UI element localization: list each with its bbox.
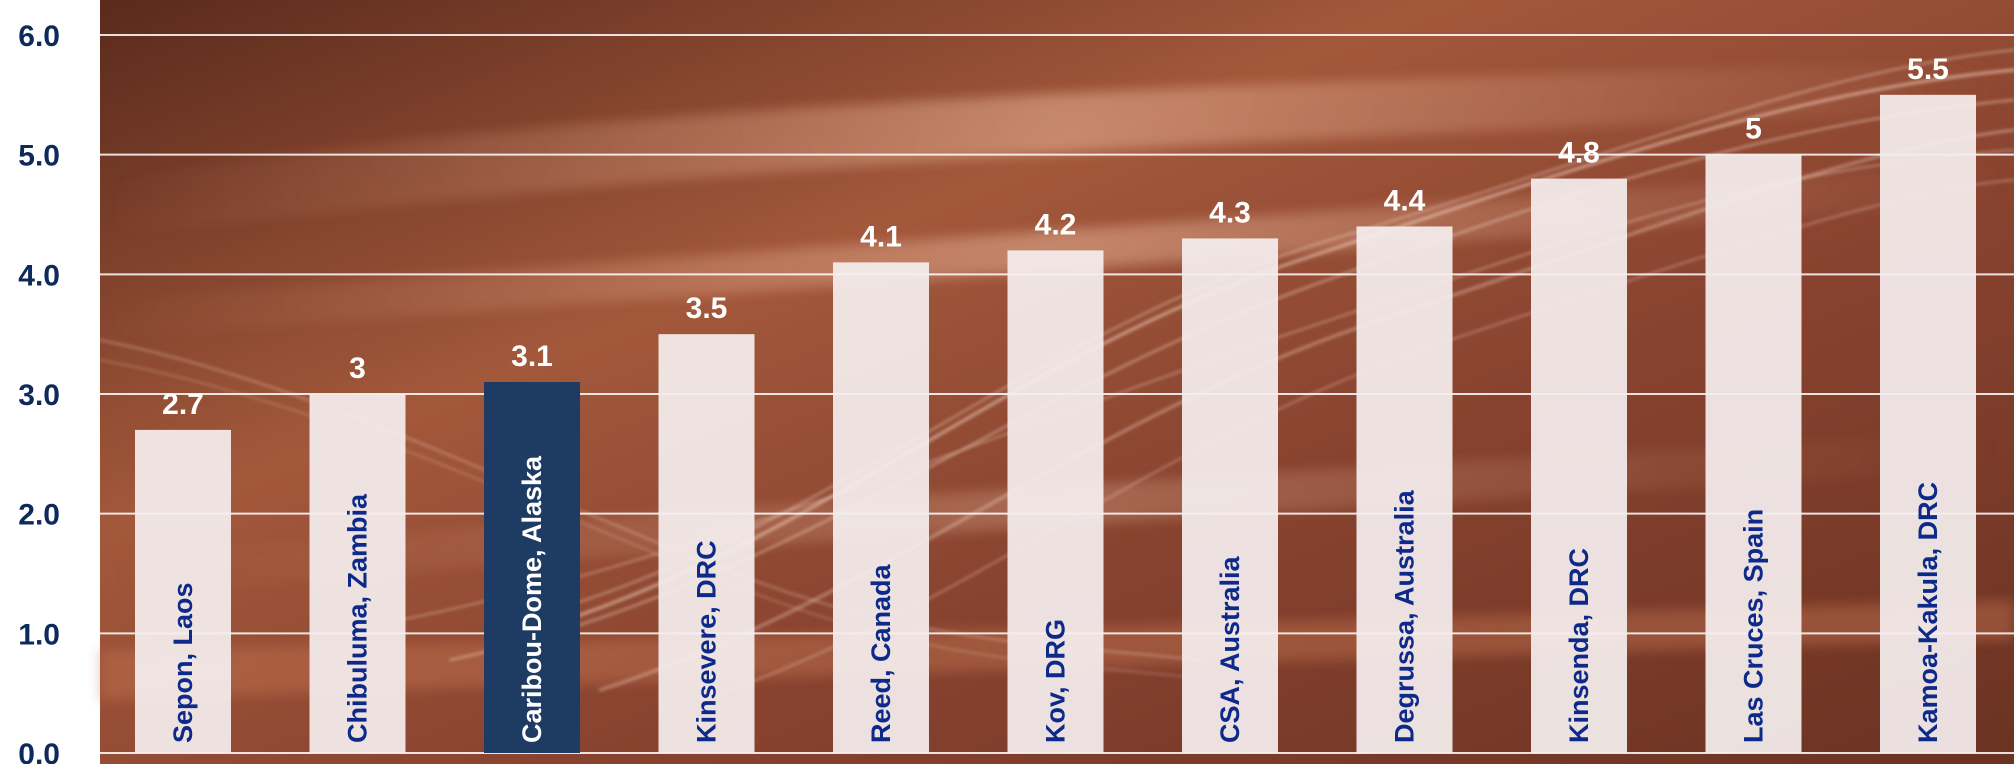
category-label: Kinsenda, DRC	[1564, 548, 1594, 743]
value-label: 4.3	[1209, 196, 1251, 229]
bar	[1356, 226, 1453, 753]
category-labels: Sepon, Laos Chibuluma, Zambia Caribou-Dome…	[168, 455, 1943, 743]
value-label: 3.5	[686, 292, 728, 325]
category-label: Kov, DRG	[1041, 619, 1071, 743]
value-labels: 2.7 3 3.1 3.5 4.1 4.2 4.3 4.4 4.8 5 5.5	[162, 53, 1949, 421]
category-label: Kamoa-Kakula, DRC	[1913, 482, 1943, 743]
bar	[309, 394, 406, 753]
category-label: Las Cruces, Spain	[1739, 509, 1769, 743]
y-tick-label: 2.0	[18, 499, 60, 532]
category-label: Sepon, Laos	[168, 582, 198, 743]
value-label: 2.7	[162, 388, 204, 421]
bar	[484, 382, 580, 753]
bar	[1880, 94, 1976, 754]
y-tick-label: 3.0	[18, 379, 60, 412]
bar	[1531, 178, 1627, 754]
bar	[1705, 154, 1802, 753]
value-label: 4.4	[1384, 184, 1426, 217]
y-tick-label: 4.0	[18, 259, 60, 292]
bar	[135, 429, 231, 753]
bars	[135, 94, 1976, 754]
bar	[833, 262, 929, 753]
y-tick-label: 0.0	[18, 738, 60, 764]
value-label: 3.1	[511, 340, 553, 373]
category-label: CSA, Australia	[1215, 555, 1245, 743]
y-axis: 0.0 1.0 2.0 3.0 4.0 5.0 6.0	[18, 20, 60, 764]
bar	[658, 334, 755, 753]
category-label: Reed, Canada	[866, 563, 896, 743]
y-tick-label: 6.0	[18, 20, 60, 53]
value-label: 4.2	[1035, 208, 1077, 241]
bar	[1007, 250, 1104, 753]
value-label: 4.1	[860, 220, 902, 253]
value-label: 4.8	[1558, 137, 1600, 170]
value-label: 5	[1745, 113, 1762, 146]
y-tick-label: 1.0	[18, 618, 60, 651]
category-label: Chibuluma, Zambia	[343, 493, 373, 743]
bar	[1182, 238, 1278, 753]
value-label: 3	[349, 352, 366, 385]
category-label: Caribou-Dome, Alaska	[517, 455, 547, 743]
category-label: Degrussa, Australia	[1390, 489, 1420, 743]
category-label: Kinsevere, DRC	[692, 540, 722, 743]
y-tick-label: 5.0	[18, 140, 60, 173]
value-label: 5.5	[1907, 53, 1949, 86]
